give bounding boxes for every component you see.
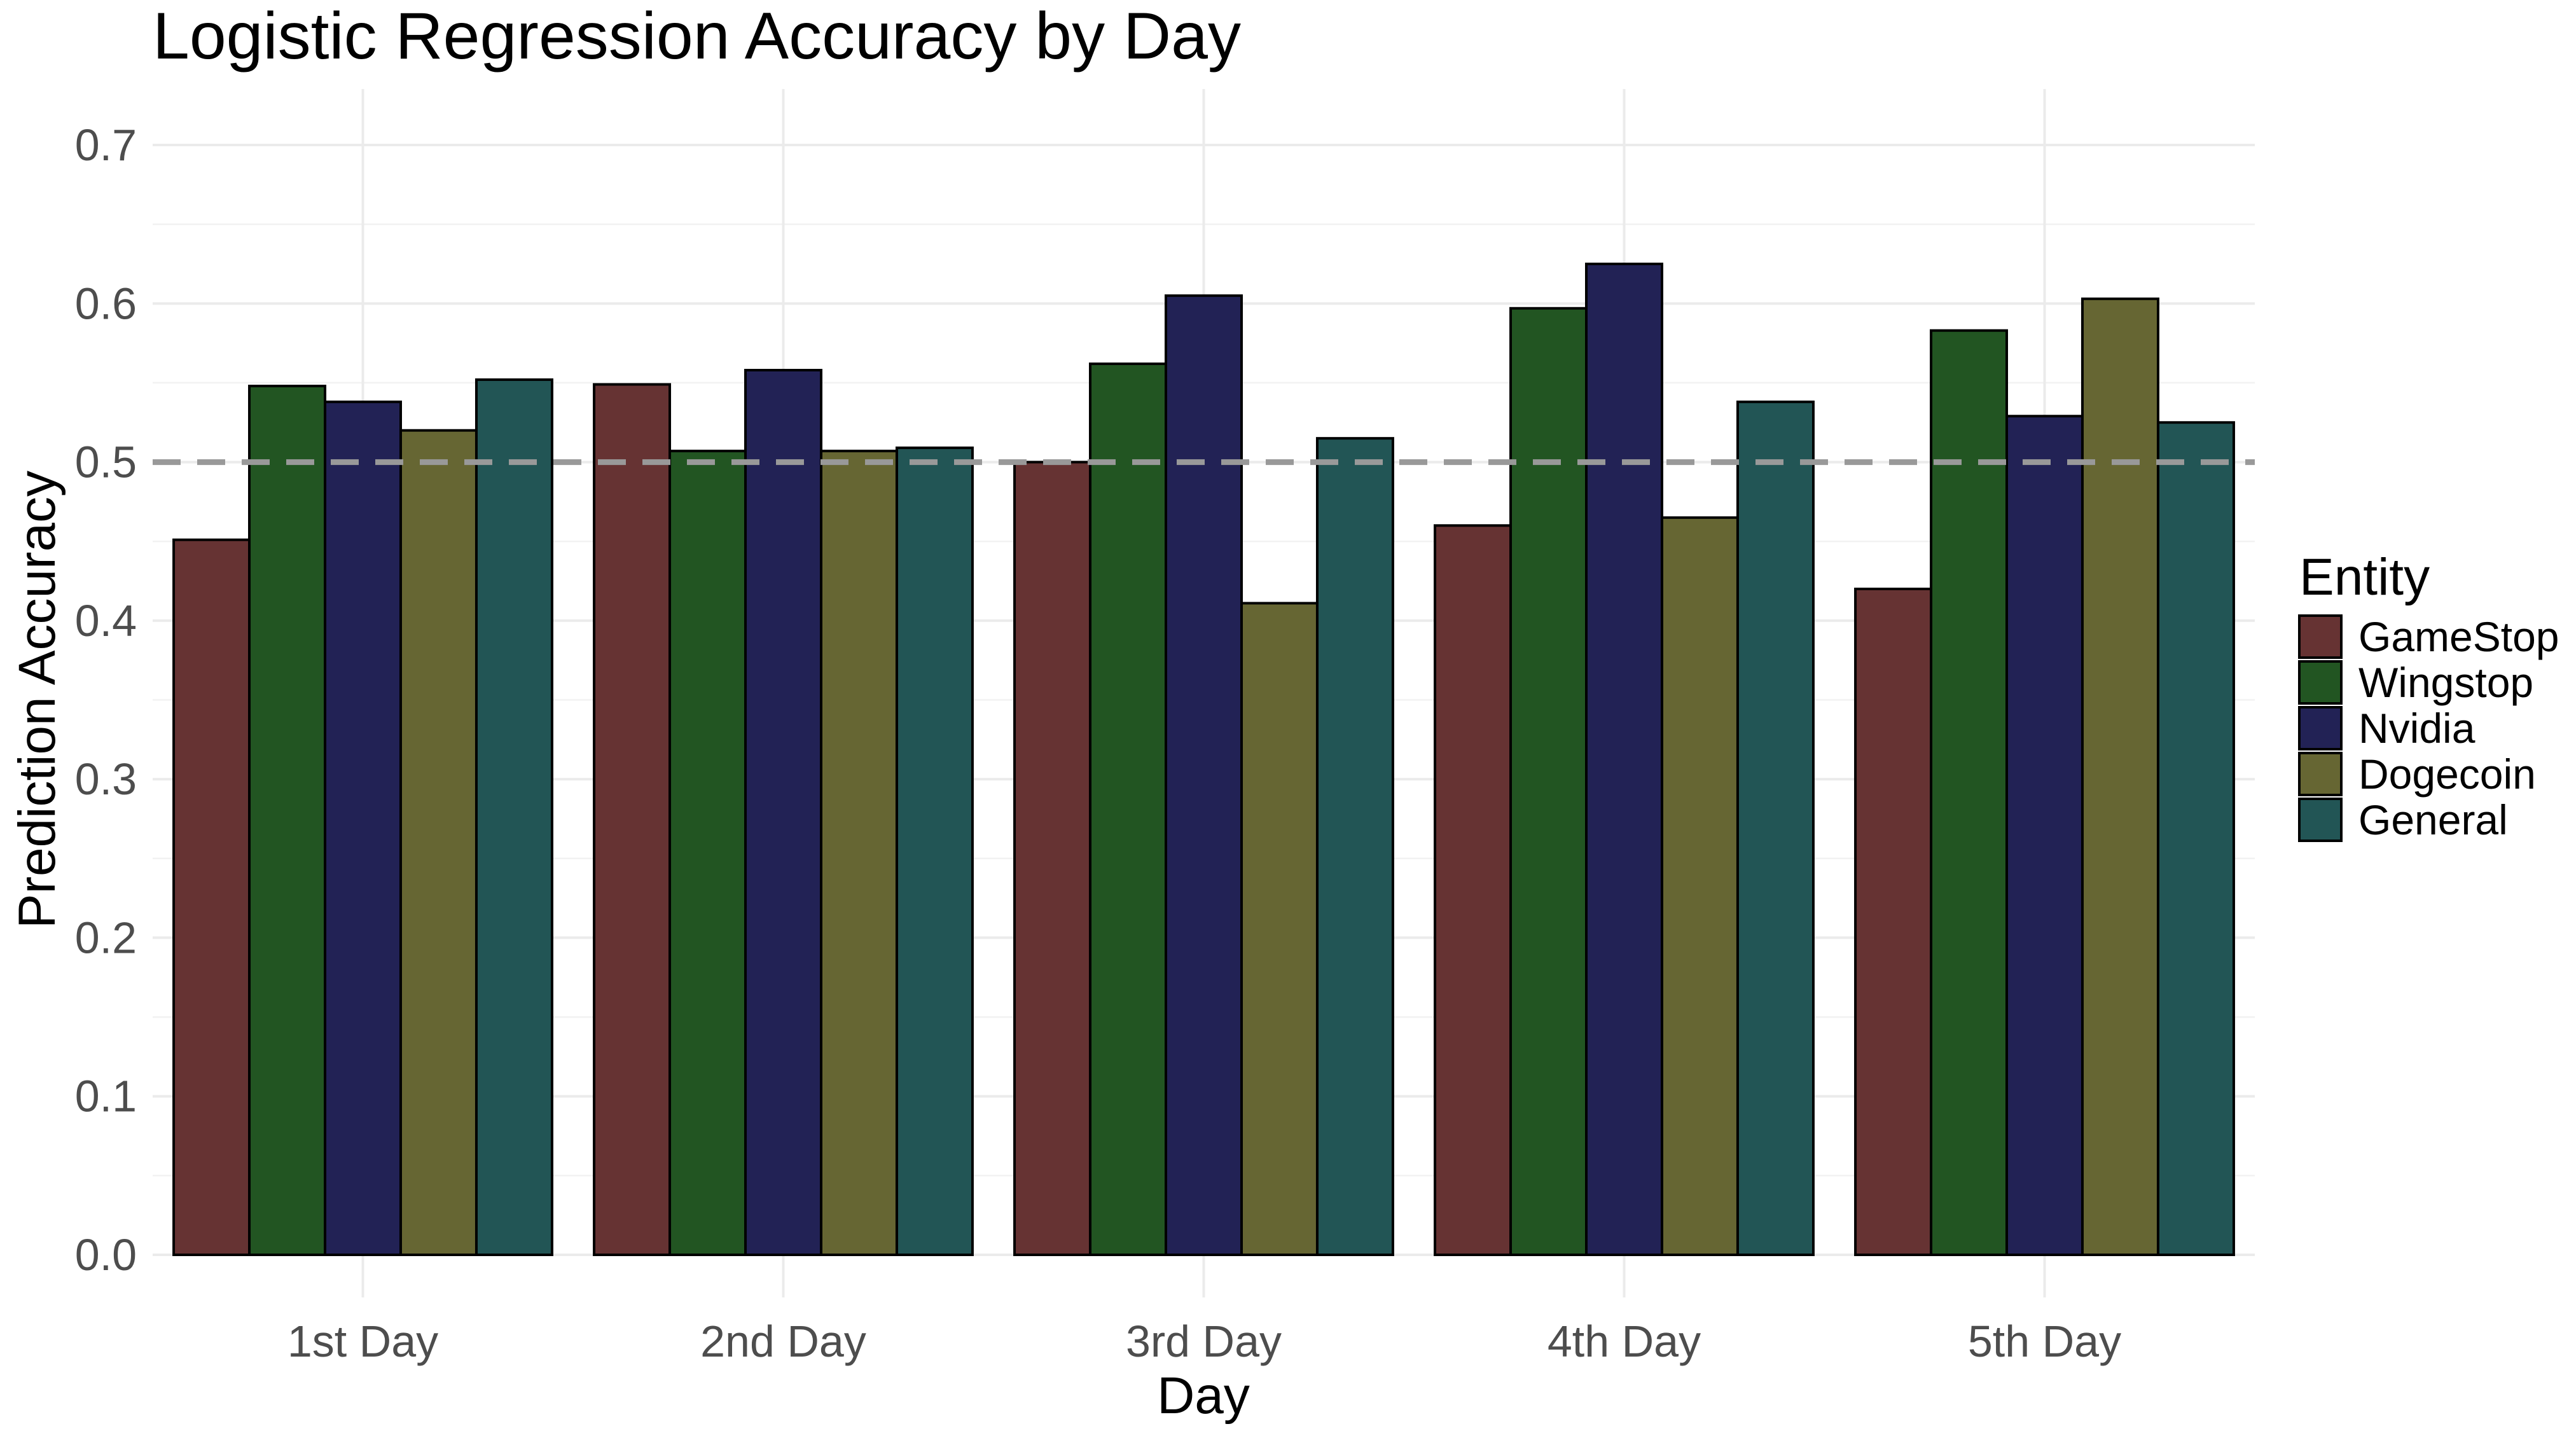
bar bbox=[819, 450, 898, 1256]
y-axis-title: Prediction Accuracy bbox=[8, 471, 66, 929]
bar bbox=[1854, 588, 1933, 1256]
x-tick-label: 5th Day bbox=[1968, 1317, 2121, 1366]
bar bbox=[1585, 262, 1663, 1257]
bar bbox=[1930, 329, 2009, 1256]
legend-key bbox=[2298, 660, 2343, 705]
chart-title: Logistic Regression Accuracy by Day bbox=[153, 0, 1241, 73]
bar bbox=[2156, 421, 2235, 1256]
y-tick-label: 0.2 bbox=[75, 913, 137, 962]
legend-label: Dogecoin bbox=[2358, 750, 2536, 798]
bar bbox=[744, 368, 822, 1256]
bar bbox=[1013, 460, 1092, 1256]
bar bbox=[1315, 437, 1394, 1256]
bar bbox=[1660, 516, 1739, 1256]
x-tick-label: 2nd Day bbox=[700, 1317, 866, 1366]
legend-key bbox=[2298, 706, 2343, 750]
y-tick-label: 0.0 bbox=[75, 1230, 137, 1280]
bar bbox=[1434, 524, 1513, 1256]
y-tick-label: 0.4 bbox=[75, 596, 137, 646]
bar bbox=[668, 450, 747, 1256]
legend-key bbox=[2298, 614, 2343, 659]
bar bbox=[1089, 363, 1168, 1256]
x-axis-title: Day bbox=[1157, 1367, 1250, 1425]
y-tick-label: 0.5 bbox=[75, 438, 137, 487]
y-tick-label: 0.1 bbox=[75, 1072, 137, 1121]
bar bbox=[1509, 307, 1588, 1256]
legend-key bbox=[2298, 752, 2343, 796]
legend-label: Wingstop bbox=[2358, 659, 2533, 706]
legend-key bbox=[2298, 798, 2343, 842]
bar bbox=[2005, 415, 2084, 1256]
legend-label: Nvidia bbox=[2358, 705, 2476, 752]
bar bbox=[474, 378, 553, 1256]
x-tick-label: 3rd Day bbox=[1126, 1317, 1282, 1366]
bar bbox=[399, 429, 478, 1257]
bar bbox=[1736, 400, 1815, 1256]
legend-label: General bbox=[2358, 796, 2508, 843]
bar bbox=[895, 446, 974, 1256]
bars bbox=[172, 262, 2235, 1257]
bar bbox=[1165, 294, 1243, 1257]
x-axis-ticks: 1st Day 2nd Day 3rd Day 4th Day 5th Day bbox=[287, 1317, 2121, 1366]
bar bbox=[172, 538, 251, 1256]
y-tick-label: 0.6 bbox=[75, 279, 137, 328]
bar bbox=[324, 400, 402, 1256]
x-tick-label: 4th Day bbox=[1548, 1317, 1701, 1366]
bar bbox=[248, 384, 327, 1256]
y-tick-label: 0.7 bbox=[75, 120, 137, 170]
legend-title: Entity bbox=[2299, 548, 2430, 606]
y-axis-ticks: 0.0 0.1 0.2 0.3 0.4 0.5 0.6 0.7 bbox=[75, 120, 137, 1280]
bar bbox=[593, 383, 672, 1257]
legend: Entity GameStopWingstopNvidiaDogecoinGen… bbox=[2298, 548, 2559, 843]
legend-label: GameStop bbox=[2358, 613, 2559, 660]
bar bbox=[2081, 297, 2159, 1256]
bar bbox=[1240, 602, 1319, 1257]
x-tick-label: 1st Day bbox=[287, 1317, 438, 1366]
y-tick-label: 0.3 bbox=[75, 754, 137, 804]
